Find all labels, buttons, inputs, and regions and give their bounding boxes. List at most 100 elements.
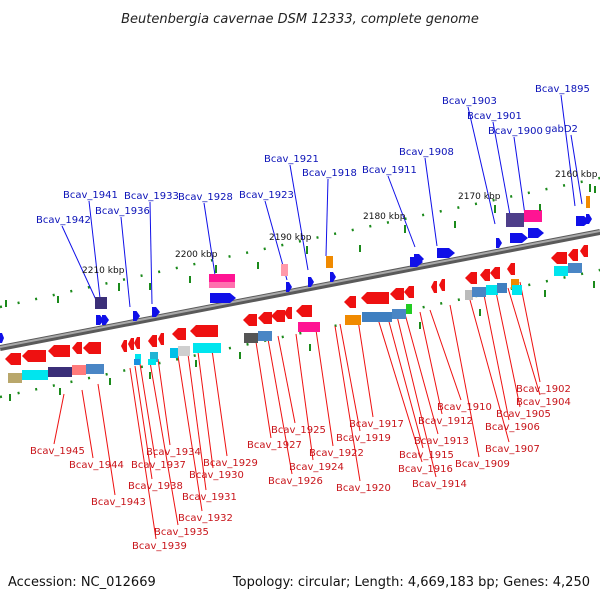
reverse-gene-arrow bbox=[465, 272, 477, 284]
pointer-line bbox=[325, 178, 329, 257]
tick-label: 2190 kbp bbox=[269, 233, 312, 243]
reverse-gene-arrow bbox=[404, 286, 414, 298]
pointer-line bbox=[467, 106, 496, 225]
domain-box bbox=[244, 333, 258, 343]
pointer-line bbox=[149, 201, 153, 305]
pointer-line bbox=[129, 367, 157, 540]
reverse-gene-label: Bcav_1945 bbox=[30, 446, 85, 457]
forward-gene-label: Bcav_1911 bbox=[362, 165, 417, 176]
domain-box bbox=[178, 346, 190, 356]
reverse-gene-arrow bbox=[480, 269, 490, 281]
forward-gene-label: Bcav_1921 bbox=[264, 154, 319, 165]
reverse-gene-label: Bcav_1922 bbox=[309, 448, 364, 459]
reverse-gene-label: Bcav_1912 bbox=[418, 416, 473, 427]
reverse-gene-arrow bbox=[490, 267, 500, 279]
feature-box bbox=[524, 210, 542, 222]
pointer-line bbox=[211, 349, 228, 457]
feature-box bbox=[209, 282, 235, 288]
reverse-gene-arrow bbox=[271, 310, 285, 322]
misc-feature bbox=[281, 264, 288, 276]
accession-text: Accession: NC_012669 bbox=[8, 575, 156, 590]
feature-box bbox=[506, 213, 524, 227]
forward-gene-label: gabD2 bbox=[545, 124, 578, 135]
forward-gene-arrow bbox=[286, 282, 292, 292]
reverse-gene-label: Bcav_1935 bbox=[154, 527, 209, 538]
pointer-line bbox=[295, 333, 314, 461]
reverse-gene-arrow bbox=[284, 307, 292, 319]
reverse-gene-arrow bbox=[390, 288, 404, 300]
domain-box bbox=[148, 359, 156, 365]
pointer-line bbox=[429, 309, 462, 401]
domain-box bbox=[465, 290, 473, 300]
domain-box bbox=[554, 266, 568, 276]
reverse-gene-label: Bcav_1909 bbox=[455, 459, 510, 470]
reverse-gene-label: Bcav_1920 bbox=[336, 483, 391, 494]
gene-features bbox=[0, 196, 592, 383]
pointer-line bbox=[507, 287, 541, 396]
pointer-line bbox=[483, 294, 510, 421]
genome-summary: Topology: circular; Length: 4,669,183 bp… bbox=[232, 575, 590, 590]
reverse-gene-label: Bcav_1929 bbox=[203, 458, 258, 469]
pointer-line bbox=[197, 351, 214, 469]
pointer-line bbox=[419, 311, 443, 415]
forward-gene-label: Bcav_1942 bbox=[36, 215, 91, 226]
forward-gene-arrow bbox=[102, 315, 109, 325]
domain-box bbox=[150, 352, 158, 362]
reverse-gene-label: Bcav_1937 bbox=[131, 460, 186, 471]
forward-gene-label: Bcav_1900 bbox=[488, 126, 543, 137]
forward-gene-arrow bbox=[414, 254, 424, 264]
reverse-gene-arrow bbox=[580, 245, 588, 257]
reverse-gene-arrow bbox=[158, 333, 164, 345]
misc-feature bbox=[326, 256, 333, 268]
reverse-gene-arrow bbox=[128, 338, 134, 350]
pointer-line bbox=[513, 136, 526, 216]
pointer-line bbox=[495, 291, 521, 408]
reverse-gene-arrow bbox=[121, 340, 127, 352]
domain-box bbox=[22, 370, 48, 380]
forward-gene-label: Bcav_1908 bbox=[399, 147, 454, 158]
pointer-line bbox=[377, 318, 423, 463]
pointer-line bbox=[134, 365, 153, 480]
pointer-line bbox=[570, 134, 583, 205]
forward-gene-arrow bbox=[308, 277, 314, 287]
reverse-gene-label: Bcav_1907 bbox=[485, 444, 540, 455]
pointer-line bbox=[61, 225, 98, 303]
forward-gene-label: Bcav_1895 bbox=[535, 84, 590, 95]
reverse-gene-arrow bbox=[568, 249, 578, 261]
pointer-line bbox=[396, 315, 437, 478]
pointer-line bbox=[424, 157, 438, 247]
domain-box bbox=[298, 322, 320, 332]
reverse-gene-arrow bbox=[48, 345, 70, 357]
reverse-gene-label: Bcav_1931 bbox=[182, 492, 237, 503]
pointer-line bbox=[469, 299, 510, 443]
pointer-line bbox=[339, 323, 361, 432]
domain-box bbox=[497, 283, 507, 293]
domain-box bbox=[193, 343, 221, 353]
pointer-line bbox=[289, 164, 309, 271]
reverse-gene-arrow bbox=[507, 263, 515, 275]
forward-gene-arrow bbox=[528, 228, 544, 238]
forward-gene-label: Bcav_1918 bbox=[302, 168, 357, 179]
pointer-line bbox=[334, 325, 361, 482]
pointer-line bbox=[157, 358, 171, 446]
reverse-gene-arrow bbox=[344, 296, 356, 308]
reverse-gene-label: Bcav_1904 bbox=[516, 397, 571, 408]
reverse-gene-arrow bbox=[190, 325, 218, 337]
domain-box bbox=[512, 285, 522, 295]
reverse-gene-label: Bcav_1939 bbox=[132, 541, 187, 552]
reverse-gene-arrow bbox=[439, 279, 445, 291]
reverse-gene-label: Bcav_1925 bbox=[271, 425, 326, 436]
forward-gene-arrow bbox=[510, 233, 528, 243]
reverse-gene-arrow bbox=[5, 353, 21, 365]
reverse-gene-arrow bbox=[83, 342, 101, 354]
pointer-line bbox=[315, 329, 334, 447]
reverse-gene-label: Bcav_1934 bbox=[146, 447, 201, 458]
forward-gene-label: Bcav_1941 bbox=[63, 190, 118, 201]
reverse-gene-arrow bbox=[296, 305, 312, 317]
feature-box bbox=[209, 274, 235, 282]
pointer-line bbox=[81, 389, 94, 459]
domain-box bbox=[406, 304, 412, 314]
reverse-gene-arrow bbox=[551, 252, 567, 264]
forward-gene-arrow bbox=[133, 311, 140, 321]
